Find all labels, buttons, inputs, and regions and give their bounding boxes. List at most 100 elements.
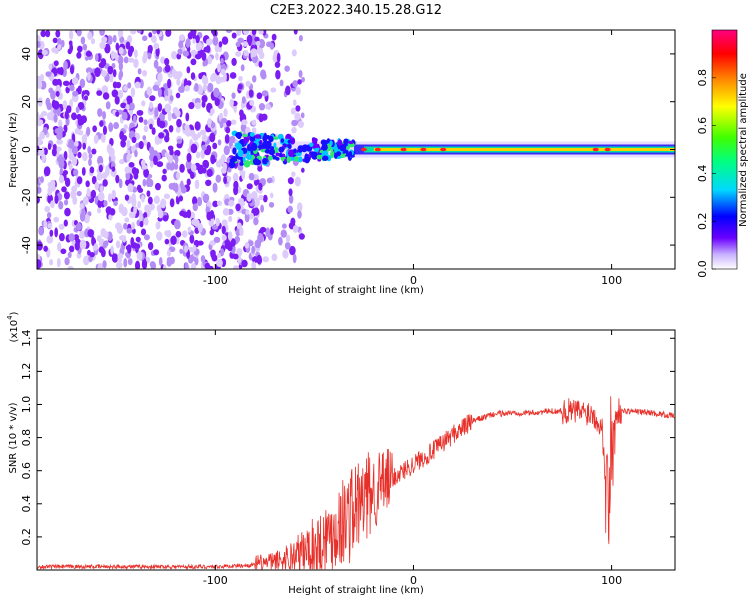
noise-speckle [176, 171, 181, 180]
noise-speckle [54, 194, 59, 205]
x-tick-label: 0 [410, 274, 417, 287]
noise-speckle [244, 212, 250, 223]
noise-speckle [201, 144, 207, 151]
noise-speckle [245, 80, 251, 87]
snr-plot-background [37, 330, 675, 570]
noise-speckle [194, 82, 199, 92]
noise-speckle [44, 205, 51, 213]
noise-speckle [184, 262, 189, 269]
noise-speckle [190, 30, 197, 36]
noise-speckle [72, 90, 79, 97]
noise-speckle [174, 219, 181, 230]
noise-speckle [145, 177, 151, 188]
signal-blob [228, 160, 236, 169]
noise-speckle [156, 66, 163, 73]
signal-blob [275, 152, 280, 157]
noise-speckle [134, 81, 141, 89]
noise-speckle [77, 85, 82, 95]
signal-peak [440, 147, 447, 152]
noise-speckle [170, 50, 178, 60]
noise-speckle [293, 30, 298, 35]
noise-speckle [134, 149, 138, 158]
noise-speckle [81, 208, 85, 216]
noise-speckle [87, 31, 93, 40]
noise-speckle [230, 119, 237, 125]
noise-speckle [63, 150, 68, 161]
noise-speckle [40, 30, 47, 38]
signal-blob [262, 157, 268, 165]
noise-speckle [241, 259, 248, 268]
signal-blob [250, 142, 258, 151]
noise-speckle [71, 112, 77, 121]
noise-speckle [227, 208, 234, 215]
noise-speckle [298, 233, 305, 240]
noise-speckle [190, 163, 197, 173]
noise-speckle [127, 82, 132, 89]
noise-speckle [260, 178, 266, 186]
noise-speckle [79, 230, 86, 239]
noise-speckle [168, 125, 174, 133]
noise-speckle [287, 177, 294, 185]
noise-speckle [220, 117, 228, 124]
noise-speckle [165, 30, 172, 37]
noise-speckle [165, 230, 172, 238]
noise-speckle [74, 241, 80, 251]
noise-speckle [120, 139, 125, 146]
noise-speckle [214, 97, 220, 107]
noise-speckle [290, 107, 296, 115]
noise-speckle [209, 132, 216, 143]
noise-speckle [235, 228, 241, 237]
noise-speckle [232, 172, 239, 183]
noise-speckle [158, 256, 163, 266]
y-tick-label: 20 [20, 95, 33, 109]
y-tick-label: 1.0 [20, 396, 33, 414]
signal-blob [249, 132, 255, 137]
noise-speckle [37, 259, 42, 269]
signal-blob [287, 143, 292, 150]
noise-speckle [249, 212, 254, 220]
noise-speckle [298, 35, 303, 42]
noise-speckle [296, 202, 303, 212]
noise-speckle [111, 62, 116, 69]
noise-speckle [143, 259, 148, 269]
noise-speckle [206, 144, 212, 154]
noise-speckle [85, 50, 92, 57]
noise-speckle [57, 242, 62, 252]
noise-speckle [38, 147, 45, 157]
noise-speckle [119, 235, 126, 241]
signal-blob [278, 152, 283, 158]
noise-speckle [102, 260, 107, 269]
noise-speckle [133, 58, 139, 69]
noise-speckle [130, 236, 135, 247]
noise-speckle [164, 238, 170, 245]
noise-speckle [126, 139, 131, 149]
noise-speckle [143, 212, 148, 219]
noise-speckle [289, 245, 296, 256]
noise-speckle [46, 212, 52, 219]
x-tick-label: 100 [601, 574, 622, 587]
noise-speckle [292, 253, 297, 264]
noise-speckle [55, 90, 60, 97]
noise-speckle [218, 41, 223, 48]
noise-speckle [117, 89, 124, 99]
signal-peak [360, 147, 367, 152]
signal-blob [280, 138, 285, 144]
noise-speckle [129, 45, 135, 53]
noise-speckle [123, 85, 128, 92]
noise-speckle [115, 174, 120, 184]
noise-speckle [161, 174, 167, 182]
noise-speckle [149, 123, 153, 130]
signal-blob [273, 142, 277, 148]
noise-speckle [112, 69, 117, 78]
noise-speckle [210, 74, 216, 83]
noise-speckle [175, 230, 182, 238]
noise-speckle [157, 87, 162, 98]
noise-speckle [235, 203, 241, 212]
noise-speckle [152, 30, 157, 35]
x-tick-label: 0 [410, 574, 417, 587]
noise-speckle [201, 100, 206, 108]
noise-speckle [154, 182, 161, 191]
noise-speckle [86, 187, 91, 197]
noise-speckle [244, 242, 250, 249]
signal-blob [246, 153, 252, 160]
